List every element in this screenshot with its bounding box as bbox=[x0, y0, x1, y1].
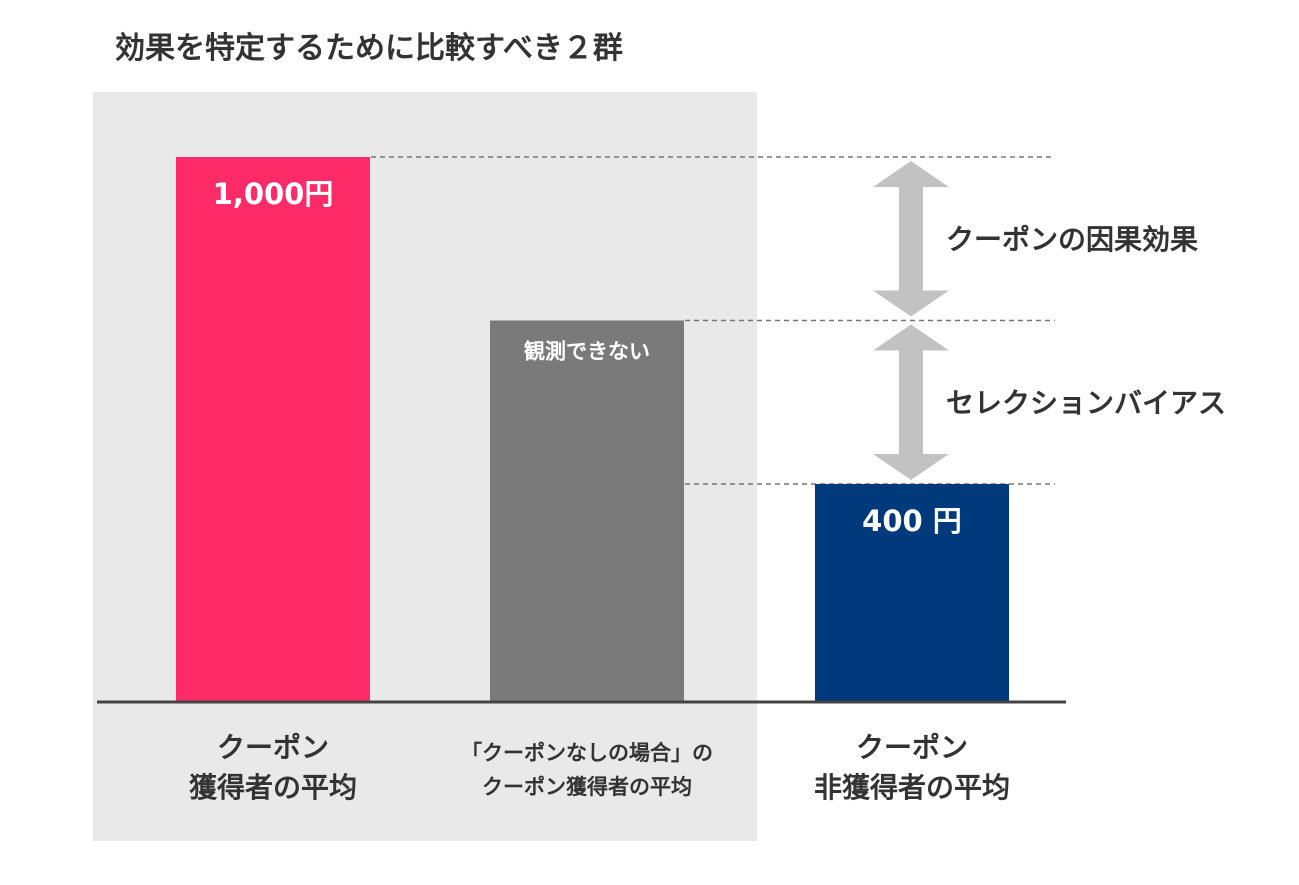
bar-1 bbox=[490, 320, 684, 702]
category-label-0-line-0: クーポン bbox=[217, 731, 329, 764]
double-arrow-icon-0 bbox=[873, 161, 949, 317]
category-label-2-line-0: クーポン bbox=[856, 731, 968, 764]
chart-title: 効果を特定するために比較すべき２群 bbox=[115, 31, 623, 66]
category-label-1-line-1: クーポン獲得者の平均 bbox=[482, 775, 692, 799]
category-label-2-line-1: 非獲得者の平均 bbox=[814, 771, 1010, 804]
bar-0 bbox=[176, 157, 370, 702]
category-label-1-line-0: 「クーポンなしの場合」の bbox=[461, 741, 713, 765]
bar-value-label-1: 観測できない bbox=[524, 340, 650, 364]
bar-value-label-2: 400 円 bbox=[862, 504, 962, 538]
annotation-label-0: クーポンの因果効果 bbox=[946, 223, 1198, 256]
bar-value-label-0: 1,000円 bbox=[213, 177, 334, 211]
bar-2 bbox=[815, 484, 1009, 702]
annotation-label-1: セレクションバイアス bbox=[946, 386, 1226, 419]
double-arrow-icon-1 bbox=[873, 324, 949, 480]
category-label-0-line-1: 獲得者の平均 bbox=[189, 771, 357, 804]
